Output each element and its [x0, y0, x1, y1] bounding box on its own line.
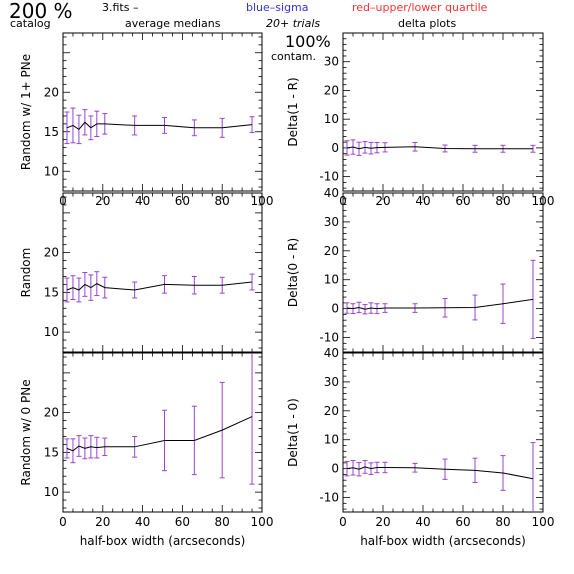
- y-axis-label: Random w/ 0 PNe: [19, 379, 33, 485]
- y-tick-label: 0: [331, 462, 339, 476]
- plot-area: [64, 271, 255, 303]
- x-tick-label: 60: [455, 194, 470, 208]
- panel-frame: [342, 352, 544, 513]
- y-axis-label: Delta(1 - R): [286, 77, 300, 146]
- y-tick-label: 10: [324, 112, 339, 126]
- data-line: [66, 281, 253, 291]
- y-tick-label: 15: [44, 125, 59, 139]
- x-tick-label: 60: [175, 194, 190, 208]
- legend-blue-sigma: blue–sigma: [246, 1, 309, 14]
- y-axis-label: Delta(1 - 0): [286, 398, 300, 467]
- x-tick-label: 20: [375, 515, 390, 529]
- catalog-label: catalog: [10, 17, 51, 30]
- contam-label: contam.: [271, 50, 317, 63]
- data-line: [346, 466, 534, 480]
- y-tick-label: 15: [44, 285, 59, 299]
- legend-red-quartile: red–upper/lower quartile: [352, 1, 488, 14]
- x-tick-label: 40: [415, 194, 430, 208]
- y-tick-label: 10: [44, 325, 59, 339]
- y-tick-label: 30: [324, 55, 339, 69]
- y-tick-label-top: 40: [324, 346, 339, 360]
- y-tick-label: 20: [44, 246, 59, 260]
- x-tick-label: 40: [415, 515, 430, 529]
- y-tick-label: -10: [319, 170, 339, 184]
- x-tick-label: 80: [495, 515, 510, 529]
- panel-left-bottom: 0 20 40 60 80 100 10 15 20 Random w/ 0 PNe half-bo…: [19, 352, 274, 548]
- y-tick-label: 20: [44, 406, 59, 420]
- x-tick-label: 100: [532, 515, 555, 529]
- percent-label: 200 %: [9, 0, 73, 23]
- x-tick-label: 20: [95, 194, 110, 208]
- error-bar: [530, 259, 536, 339]
- y-tick-label: 0: [331, 141, 339, 155]
- x-tick-label: 80: [495, 194, 510, 208]
- plot-area: [344, 139, 536, 156]
- y-tick-label: 30: [324, 375, 339, 389]
- y-tick-label: 10: [44, 485, 59, 499]
- y-tick-label: 20: [44, 85, 59, 99]
- y-axis-label: Delta(0 - R): [286, 238, 300, 307]
- panel-frame: [342, 192, 544, 353]
- y-axis-label: Random: [19, 248, 33, 298]
- plot-area: [64, 107, 255, 145]
- y-tick-label: -10: [319, 331, 339, 345]
- panel-right-middle: -10 0 10 20 30 40 Delta(0 - R): [286, 186, 544, 353]
- contam-percent: 100%: [285, 32, 331, 51]
- y-tick-label-top: 40: [324, 186, 339, 200]
- x-axis-label: half-box width (arcseconds): [80, 534, 246, 548]
- y-tick-label: 0: [331, 302, 339, 316]
- x-tick-label: 100: [251, 515, 274, 529]
- y-tick-label: 10: [324, 273, 339, 287]
- panel-frame: [62, 192, 263, 353]
- x-tick-label: 0: [59, 515, 67, 529]
- y-tick-label: 10: [44, 164, 59, 178]
- y-tick-label: 20: [324, 244, 339, 258]
- y-tick-label: 20: [324, 404, 339, 418]
- error-bar: [530, 442, 536, 512]
- file-label: 3.fits –: [102, 1, 139, 14]
- error-bar: [249, 353, 255, 485]
- x-tick-label: 60: [455, 515, 470, 529]
- x-axis-label: half-box width (arcseconds): [360, 534, 526, 548]
- data-line: [346, 298, 534, 310]
- x-tick-label: 80: [215, 515, 230, 529]
- plot-area: [344, 259, 536, 339]
- delta-plots-title: delta plots: [398, 17, 457, 30]
- plot-area: [64, 353, 255, 485]
- y-tick-label: 10: [324, 433, 339, 447]
- x-tick-label: 40: [135, 515, 150, 529]
- x-tick-label: 80: [215, 194, 230, 208]
- x-tick-label: 0: [339, 515, 347, 529]
- panel-frame: [62, 32, 263, 192]
- data-line: [66, 121, 253, 131]
- plot-area: [344, 442, 536, 512]
- data-line: [346, 146, 533, 150]
- data-line: [66, 416, 253, 452]
- trials-label: 20+ trials: [266, 17, 321, 30]
- y-tick-label: -10: [319, 491, 339, 505]
- x-tick-label: 40: [135, 194, 150, 208]
- x-tick-label: 20: [375, 194, 390, 208]
- average-medians-label: average medians: [125, 17, 221, 30]
- panel-frame: [62, 352, 263, 513]
- panel-frame: [342, 32, 544, 192]
- x-tick-label: 60: [175, 515, 190, 529]
- y-tick-label: 15: [44, 445, 59, 459]
- x-tick-label: 20: [95, 515, 110, 529]
- error-bar: [249, 273, 255, 291]
- y-tick-label: 30: [324, 215, 339, 229]
- panel-left-middle: 10 15 20 Random: [19, 192, 263, 353]
- y-axis-label: Random w/ 1+ PNe: [19, 54, 33, 170]
- error-bar: [344, 302, 350, 314]
- y-tick-label: 20: [324, 83, 339, 97]
